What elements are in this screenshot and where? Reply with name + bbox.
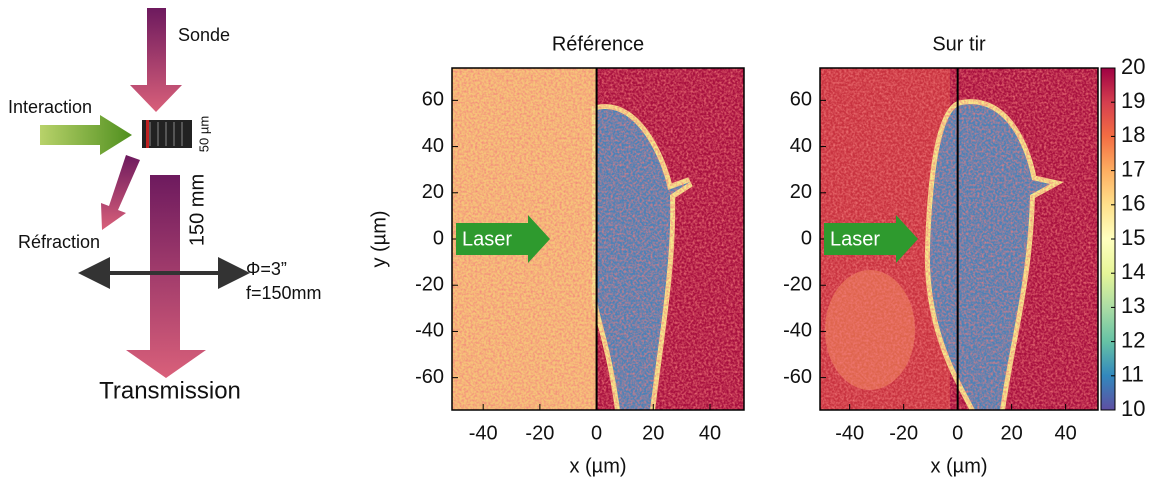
y-tick-label: 60 bbox=[422, 89, 444, 111]
y-tick-label: 20 bbox=[422, 181, 444, 203]
laser-arrow bbox=[824, 215, 918, 263]
y-tick-label: 40 bbox=[790, 135, 812, 157]
interaction-arrow bbox=[40, 115, 132, 155]
target-front bbox=[146, 120, 149, 148]
y-tick-label: -20 bbox=[783, 273, 812, 295]
x-tick-label: 40 bbox=[699, 422, 721, 444]
interaction-label: Interaction bbox=[8, 97, 92, 117]
y-tick-label: 20 bbox=[790, 181, 812, 203]
refraction-arrow bbox=[101, 155, 140, 230]
x-tick-label: -20 bbox=[889, 422, 918, 444]
x-axis-label: x (µm) bbox=[569, 455, 626, 477]
y-tick-label: -40 bbox=[415, 320, 444, 342]
heatmap bbox=[820, 68, 1098, 410]
colorbar-tick-label: 14 bbox=[1121, 259, 1145, 284]
y-tick-label: -40 bbox=[783, 320, 812, 342]
x-tick-label: -40 bbox=[469, 422, 498, 444]
colorbar-tick-label: 13 bbox=[1121, 293, 1145, 318]
colorbar-tick-label: 20 bbox=[1121, 54, 1145, 79]
y-tick-label: -20 bbox=[415, 273, 444, 295]
y-tick-label: -60 bbox=[783, 366, 812, 388]
transmission-label: Transmission bbox=[99, 377, 241, 404]
probe-arrow bbox=[130, 8, 182, 112]
y-tick-label: 60 bbox=[790, 89, 812, 111]
colorbar-tick-label: 19 bbox=[1121, 88, 1145, 113]
colorbar-tick-label: 11 bbox=[1121, 362, 1144, 387]
setup-diagram: Sonde Interaction 50 µm Réfraction 150 m… bbox=[8, 8, 322, 404]
target-lines bbox=[149, 122, 183, 146]
laser-label: Laser bbox=[462, 228, 512, 250]
focal-length: f=150mm bbox=[246, 283, 322, 303]
y-tick-label: 40 bbox=[422, 135, 444, 157]
plots: Référence x (µm) y (µm) -40 -20 0 20 40 -60 -40 -2… bbox=[368, 33, 1145, 477]
y-tick-label: -60 bbox=[415, 366, 444, 388]
y-tick-label: 0 bbox=[433, 227, 444, 249]
plot-title: Référence bbox=[552, 33, 644, 55]
colorbar-tick-label: 16 bbox=[1121, 191, 1145, 216]
heatmap bbox=[452, 68, 744, 410]
x-tick-label: 0 bbox=[952, 422, 963, 444]
lens-diameter: Φ=3” bbox=[246, 259, 287, 279]
colorbar-tick-label: 10 bbox=[1121, 396, 1145, 421]
x-tick-label: 40 bbox=[1054, 422, 1076, 444]
x-tick-label: 20 bbox=[1001, 422, 1023, 444]
colorbar-tick-label: 12 bbox=[1121, 327, 1145, 352]
laser-arrow bbox=[456, 215, 550, 263]
distance-label: 150 mm bbox=[186, 174, 208, 246]
thickness-label: 50 µm bbox=[196, 116, 211, 152]
plot-title: Sur tir bbox=[932, 33, 986, 55]
x-tick-label: -40 bbox=[835, 422, 864, 444]
y-tick-label: 0 bbox=[801, 227, 812, 249]
colorbar-tick-label: 18 bbox=[1121, 122, 1145, 147]
x-axis-label: x (µm) bbox=[930, 455, 987, 477]
refraction-label: Réfraction bbox=[18, 232, 100, 252]
probe-label: Sonde bbox=[178, 25, 230, 45]
x-tick-label: 20 bbox=[642, 422, 664, 444]
colorbar-tick-label: 15 bbox=[1121, 225, 1145, 250]
x-tick-label: -20 bbox=[525, 422, 554, 444]
laser-label: Laser bbox=[830, 228, 880, 250]
y-axis-label: y (µm) bbox=[368, 210, 390, 267]
x-tick-label: 0 bbox=[591, 422, 602, 444]
colorbar-tick-label: 17 bbox=[1121, 156, 1145, 181]
